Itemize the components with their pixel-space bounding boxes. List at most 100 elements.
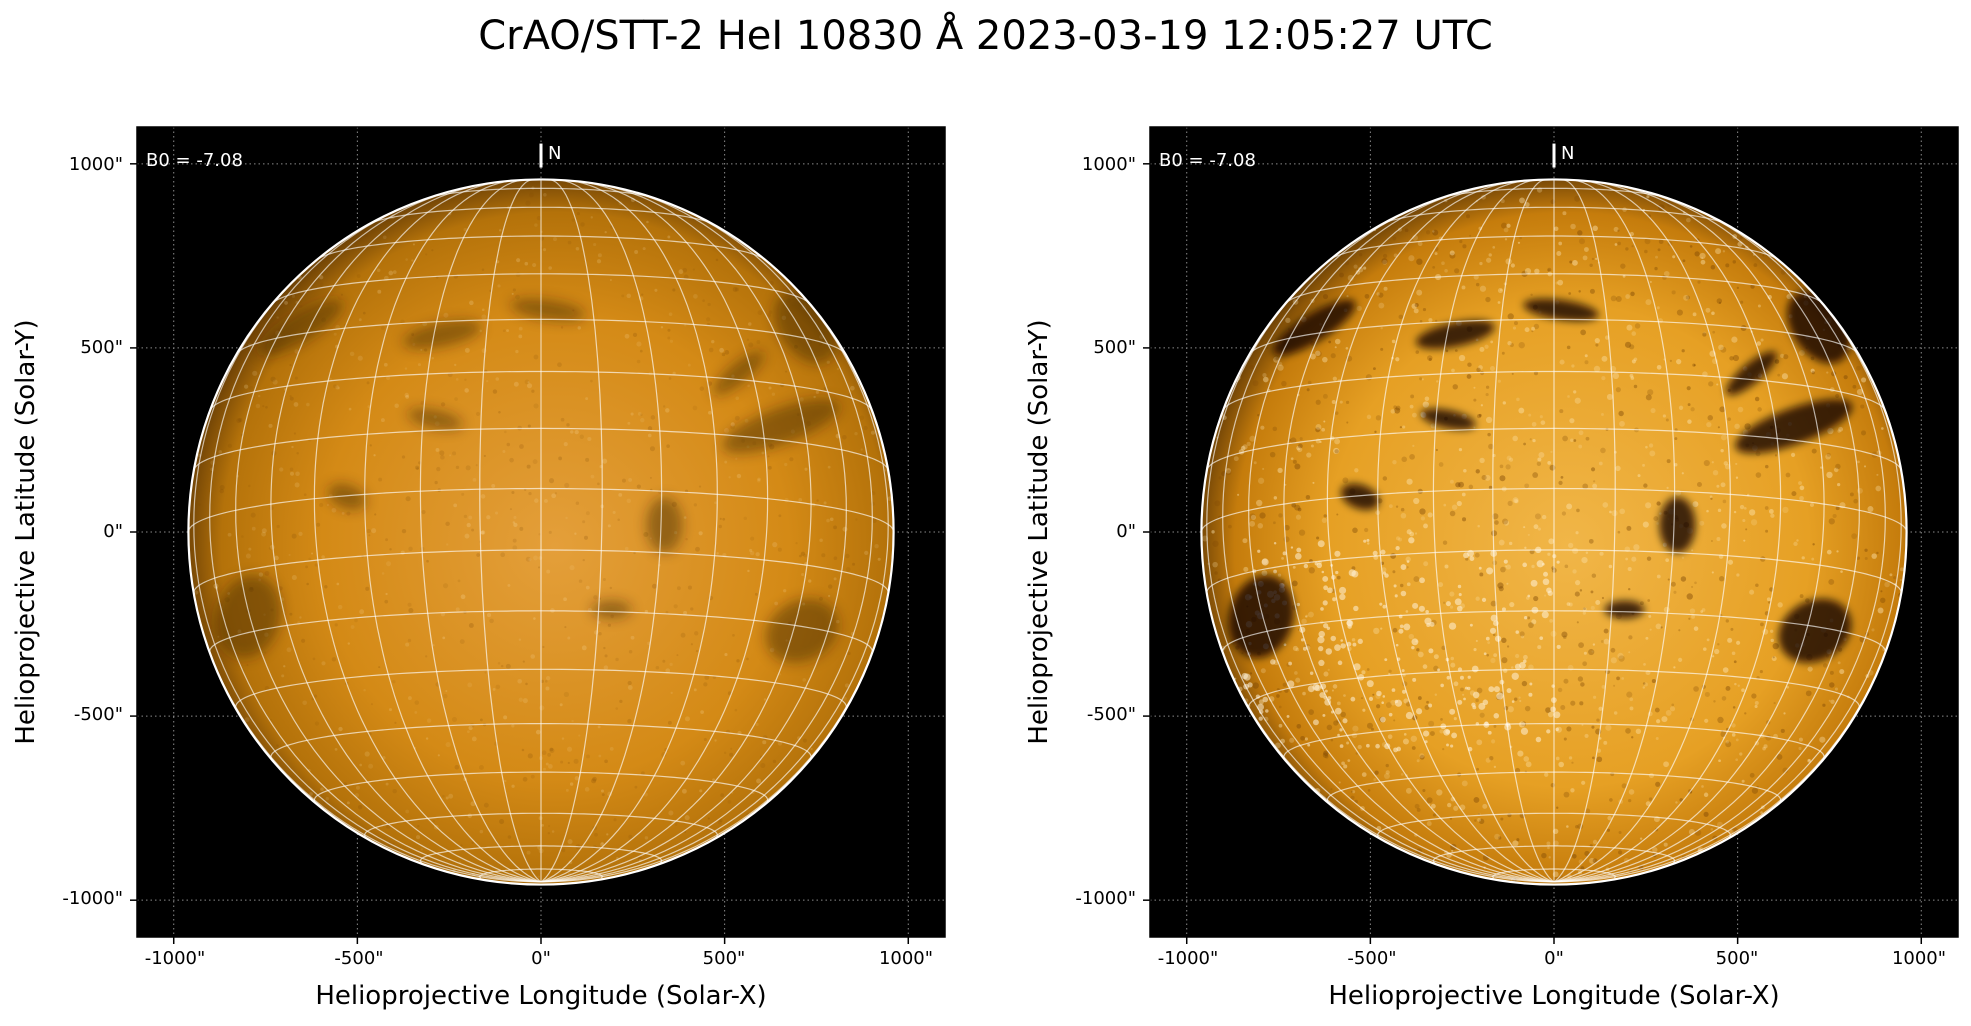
bright-patch bbox=[1352, 642, 1357, 647]
texture-dot bbox=[549, 478, 555, 484]
texture-dot bbox=[1523, 756, 1530, 762]
bright-patch bbox=[1489, 627, 1497, 634]
texture-dot bbox=[1402, 425, 1406, 429]
texture-dot bbox=[1649, 450, 1656, 457]
texture-dot bbox=[1475, 469, 1480, 474]
texture-dot bbox=[1524, 202, 1530, 208]
texture-dot bbox=[1566, 345, 1571, 350]
texture-dot bbox=[1689, 245, 1693, 248]
texture-dot bbox=[1620, 263, 1626, 269]
texture-dot bbox=[1648, 797, 1653, 801]
texture-dot bbox=[815, 390, 819, 394]
texture-dot bbox=[1361, 697, 1364, 700]
texture-dot bbox=[615, 707, 619, 710]
texture-dot bbox=[1568, 292, 1572, 295]
texture-dot bbox=[1834, 687, 1838, 691]
texture-dot bbox=[1474, 819, 1477, 822]
texture-dot bbox=[1547, 461, 1552, 465]
texture-dot bbox=[1537, 457, 1542, 462]
texture-dot bbox=[1772, 656, 1775, 659]
texture-dot bbox=[479, 718, 483, 722]
texture-dot bbox=[459, 639, 465, 645]
texture-dot bbox=[1669, 706, 1676, 712]
texture-dot bbox=[1532, 438, 1536, 443]
texture-dot bbox=[243, 384, 249, 389]
texture-dot bbox=[1826, 371, 1829, 374]
bright-patch bbox=[1243, 673, 1251, 681]
texture-dot bbox=[1406, 566, 1409, 569]
texture-dot bbox=[1541, 852, 1547, 859]
bright-patch bbox=[1366, 680, 1374, 688]
texture-dot bbox=[1558, 480, 1563, 486]
texture-dot bbox=[385, 538, 389, 542]
texture-dot bbox=[748, 342, 754, 348]
texture-dot bbox=[1743, 539, 1746, 542]
texture-dot bbox=[1603, 628, 1609, 634]
texture-dot bbox=[1547, 267, 1552, 272]
texture-dot bbox=[756, 340, 761, 344]
texture-dot bbox=[618, 492, 623, 497]
texture-dot bbox=[1559, 359, 1565, 365]
texture-dot bbox=[720, 793, 725, 797]
texture-dot bbox=[1507, 341, 1512, 346]
texture-dot bbox=[1351, 638, 1356, 642]
texture-dot bbox=[1563, 737, 1567, 741]
texture-dot bbox=[1507, 706, 1514, 713]
bright-patch bbox=[1300, 638, 1305, 642]
texture-dot bbox=[1631, 556, 1637, 562]
texture-dot bbox=[1527, 533, 1530, 536]
texture-dot bbox=[519, 444, 524, 449]
texture-dot bbox=[1737, 684, 1740, 688]
texture-dot bbox=[1733, 510, 1737, 514]
texture-dot bbox=[578, 734, 581, 737]
bright-patch bbox=[1346, 619, 1353, 626]
texture-dot bbox=[593, 242, 597, 247]
texture-dot bbox=[308, 557, 312, 561]
texture-dot bbox=[1330, 738, 1334, 742]
filament bbox=[1272, 299, 1356, 356]
texture-dot bbox=[1509, 342, 1514, 348]
grid-curve bbox=[1553, 179, 1616, 883]
bright-patch bbox=[1325, 648, 1333, 655]
texture-dot bbox=[1405, 610, 1409, 613]
texture-dot bbox=[690, 607, 694, 611]
texture-dot bbox=[1656, 522, 1660, 525]
texture-dot bbox=[1836, 550, 1839, 553]
texture-dot bbox=[1798, 349, 1805, 356]
texture-dot bbox=[1811, 371, 1815, 375]
texture-dot bbox=[1500, 817, 1504, 821]
texture-dot bbox=[1308, 709, 1315, 715]
texture-dot bbox=[1626, 324, 1633, 331]
texture-dot bbox=[1512, 840, 1519, 847]
texture-dot bbox=[1755, 583, 1759, 588]
grid-curve bbox=[209, 610, 873, 654]
texture-dot bbox=[1584, 733, 1589, 739]
texture-dot bbox=[1442, 747, 1445, 751]
texture-dot bbox=[1610, 295, 1617, 302]
texture-dot bbox=[1588, 648, 1595, 656]
texture-dot bbox=[1453, 805, 1459, 811]
bright-patch bbox=[1472, 691, 1480, 699]
bright-patch bbox=[1395, 643, 1399, 647]
texture-dot bbox=[724, 652, 728, 657]
texture-dot bbox=[1487, 432, 1491, 437]
texture-dot bbox=[516, 258, 521, 263]
texture-dot bbox=[1798, 746, 1802, 750]
texture-dot bbox=[566, 746, 573, 752]
texture-dot bbox=[542, 248, 547, 252]
texture-dot bbox=[1479, 261, 1483, 266]
texture-dot bbox=[1593, 365, 1601, 373]
texture-dot bbox=[463, 514, 468, 519]
texture-dot bbox=[721, 352, 726, 357]
texture-dot bbox=[525, 200, 531, 206]
texture-dot bbox=[1580, 682, 1585, 687]
texture-dot bbox=[1333, 447, 1340, 455]
texture-dot bbox=[515, 272, 521, 278]
texture-dot bbox=[1400, 773, 1404, 776]
texture-dot bbox=[609, 746, 614, 751]
texture-dot bbox=[826, 360, 830, 364]
texture-dot bbox=[601, 793, 605, 797]
texture-dot bbox=[1566, 726, 1572, 732]
bright-patch bbox=[1424, 617, 1432, 625]
texture-dot bbox=[480, 530, 486, 535]
